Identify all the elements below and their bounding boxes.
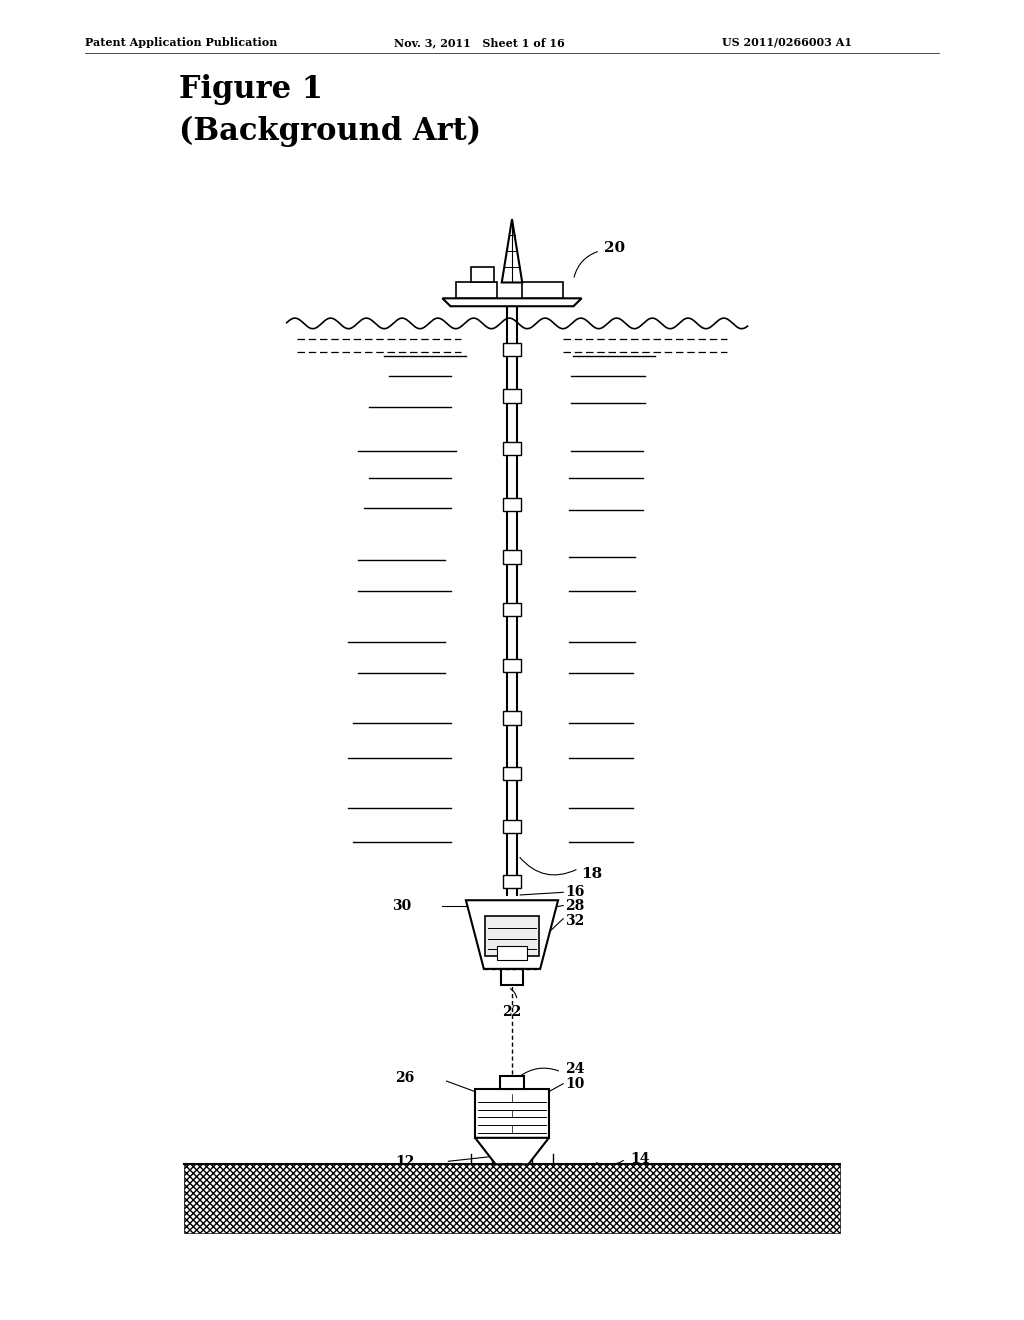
Polygon shape [442,298,582,306]
Bar [503,343,521,356]
Bar [503,659,521,672]
Text: 18: 18 [582,867,603,880]
Bar [497,946,527,960]
Text: 28: 28 [565,899,585,912]
Text: 32: 32 [565,915,585,928]
Polygon shape [466,900,558,969]
Text: (Background Art): (Background Art) [179,116,481,148]
Bar [503,498,521,511]
Bar [503,603,521,616]
Bar [503,711,521,725]
Bar [503,875,521,888]
Bar [475,1089,549,1138]
Text: US 2011/0266003 A1: US 2011/0266003 A1 [722,37,852,48]
Bar [503,442,521,455]
Bar [485,916,539,956]
Text: Figure 1: Figure 1 [179,74,324,104]
Text: 20: 20 [604,242,626,255]
Text: 14: 14 [630,1152,649,1166]
Bar [522,282,563,298]
Bar [184,1164,840,1233]
Bar [456,282,497,298]
Text: 10: 10 [565,1077,585,1090]
Text: 30: 30 [392,899,412,912]
Text: 26: 26 [395,1072,415,1085]
Bar [503,550,521,564]
Polygon shape [502,219,522,282]
Text: 24: 24 [565,1063,585,1076]
Text: 22: 22 [502,1005,521,1019]
Text: Nov. 3, 2011   Sheet 1 of 16: Nov. 3, 2011 Sheet 1 of 16 [394,37,565,48]
Text: 12: 12 [395,1155,415,1168]
Bar [503,820,521,833]
Text: 16: 16 [565,886,585,899]
Bar [501,969,523,985]
Polygon shape [475,1138,549,1164]
Text: Patent Application Publication: Patent Application Publication [85,37,278,48]
Bar [503,389,521,403]
Bar [471,267,494,282]
Bar [500,1076,524,1089]
Bar [503,767,521,780]
